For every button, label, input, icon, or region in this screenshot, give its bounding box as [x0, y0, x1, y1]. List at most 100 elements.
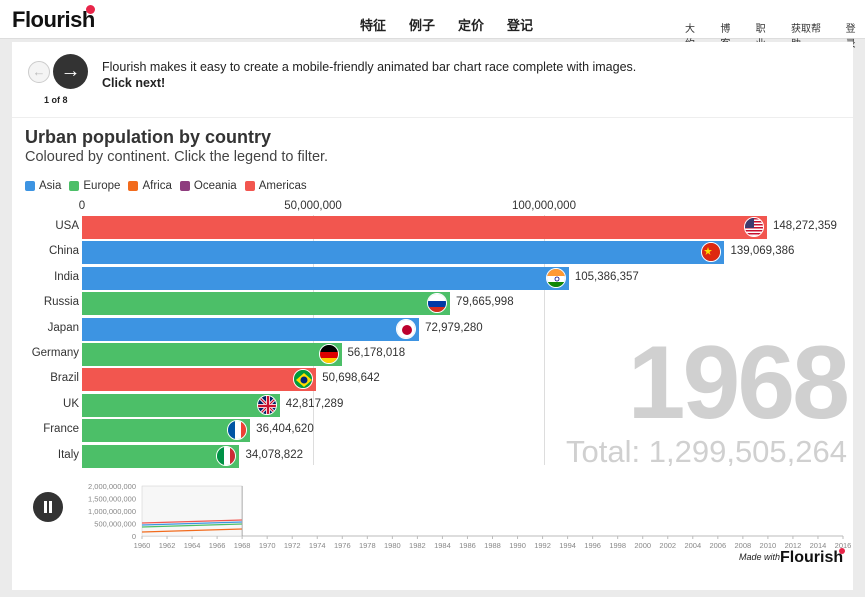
made-with-flourish-logo[interactable]: Flourish — [780, 549, 844, 566]
timeline-series-line — [141, 523, 243, 528]
legend-item-oceania[interactable]: Oceania — [179, 180, 237, 192]
bar-japan[interactable] — [82, 317, 420, 341]
timeline-x-tick-label: 2004 — [684, 541, 701, 550]
timeline-x-tick-label: 1978 — [359, 541, 376, 550]
timeline-x-tick-label: 1974 — [309, 541, 326, 550]
slide-counter: 1 of 8 — [44, 95, 68, 105]
bar-china[interactable] — [82, 241, 725, 265]
legend-label: Asia — [39, 180, 62, 192]
flag-brazil-icon — [293, 369, 314, 390]
bar-russia[interactable] — [82, 292, 451, 316]
story-navigation: ← → 1 of 8 Flourish makes it easy to cre… — [12, 42, 853, 118]
legend-item-asia[interactable]: Asia — [25, 180, 61, 192]
total-population: Total: 1,299,505,264 — [566, 434, 847, 469]
bar-label-china: China — [48, 245, 79, 258]
bar-india[interactable] — [82, 266, 569, 290]
timeline-x-tick-label: 2010 — [760, 541, 777, 550]
timeline-x-tick-label: 2008 — [735, 541, 752, 550]
legend-item-europe[interactable]: Europe — [69, 180, 120, 192]
legend-label: Americas — [258, 180, 307, 192]
bar-label-germany: Germany — [31, 347, 79, 359]
timeline-x-tick-label: 2006 — [709, 541, 726, 550]
bar-value-label: 79,665,998 — [456, 296, 514, 309]
timeline-x-tick-label: 2012 — [785, 541, 802, 550]
timeline-x-tick-label: 1996 — [584, 541, 601, 550]
next-slide-button[interactable]: → — [53, 54, 88, 89]
timeline-x-tick-label: 1982 — [409, 541, 426, 550]
bar-value-label: 36,404,620 — [256, 423, 314, 436]
timeline-x-tick-label: 1990 — [509, 541, 526, 550]
bar-label-japan: Japan — [47, 321, 79, 334]
pause-button[interactable] — [33, 492, 63, 522]
bar-usa[interactable] — [82, 216, 767, 239]
flourish-logo[interactable]: Flourish — [12, 7, 95, 32]
timeline-x-tick-label: 1970 — [259, 541, 276, 550]
timeline-y-tick-label: 2,000,000,000 — [88, 482, 136, 491]
logo-dot-icon — [86, 5, 95, 14]
timeline-x-tick-label: 1968 — [234, 541, 251, 550]
timeline-y-tick-label: 1,000,000,000 — [88, 507, 136, 516]
flag-italy-icon — [216, 445, 237, 466]
timeline-chart[interactable]: 2,000,000,000 1,500,000,000 1,000,000,000 5… — [70, 478, 853, 550]
bar-value-label: 34,078,822 — [245, 448, 303, 461]
bar-label-india: India — [54, 270, 79, 283]
timeline-y-tick-label: 500,000,000 — [94, 520, 136, 529]
flag-usa-icon — [744, 217, 764, 237]
flag-russia-icon — [427, 293, 448, 314]
timeline-series-line — [141, 521, 243, 526]
arrow-left-icon: ← — [32, 64, 46, 79]
timeline-x-tick-label: 2000 — [634, 541, 651, 550]
chart-title: Urban population by country — [25, 127, 271, 147]
legend-swatch — [25, 181, 35, 191]
timeline-y-tick-label: 0 — [132, 532, 136, 541]
bar-label-brazil: Brazil — [50, 372, 79, 385]
nav-pricing[interactable]: 定价 — [458, 18, 485, 33]
timeline-x-tick-label: 1984 — [434, 541, 451, 550]
main-nav: 特征 例子 定价 登记 — [360, 15, 533, 34]
bar-chart-race: 0 50,000,000 100,000,000 USA 148,272,359 Chin… — [12, 192, 853, 472]
legend-label: Africa — [142, 180, 172, 192]
timeline-x-tick-label: 1960 — [134, 541, 151, 550]
nav-examples[interactable]: 例子 — [409, 18, 436, 33]
bar-value-label: 139,069,386 — [730, 245, 795, 258]
gridline — [543, 215, 545, 465]
bar-value-label: 148,272,359 — [773, 220, 837, 232]
bar-germany[interactable] — [82, 343, 342, 366]
made-with-text: Made with — [739, 552, 781, 562]
legend-swatch — [179, 181, 190, 191]
timeline-x-tick-label: 1962 — [159, 541, 176, 550]
bar-value-label: 72,979,280 — [425, 321, 483, 334]
timeline-y-tick-label: 1,500,000,000 — [88, 495, 136, 504]
x-axis-tick-label: 100,000,000 — [512, 200, 576, 212]
bar-label-uk: UK — [63, 397, 79, 410]
nav-features[interactable]: 特征 — [360, 18, 387, 33]
chart-legend: Asia Europe Africa Oceania Americas — [25, 180, 307, 192]
timeline-x-tick-label: 1998 — [609, 541, 626, 550]
arrow-right-icon: → — [60, 60, 81, 82]
bar-france[interactable] — [82, 419, 251, 443]
legend-swatch — [244, 181, 255, 191]
bar-uk[interactable] — [82, 393, 280, 417]
bar-brazil[interactable] — [82, 368, 317, 392]
bar-value-label: 105,386,357 — [574, 270, 639, 283]
bar-label-france: France — [43, 423, 79, 436]
timeline-series-line — [141, 519, 243, 524]
previous-slide-button[interactable]: ← — [28, 61, 50, 83]
flag-uk-icon — [256, 394, 277, 415]
flag-japan-icon — [396, 318, 417, 339]
timeline-x-tick-label: 1994 — [559, 541, 576, 550]
legend-swatch — [128, 181, 139, 191]
bar-label-usa: USA — [55, 220, 79, 232]
timeline-x-tick-label: 1966 — [209, 541, 226, 550]
bar-label-russia: Russia — [43, 296, 79, 309]
legend-item-africa[interactable]: Africa — [128, 180, 172, 192]
timeline-x-tick-label: 2016 — [835, 541, 852, 550]
nav-signup[interactable]: 登记 — [507, 18, 534, 33]
legend-item-americas[interactable]: Americas — [244, 180, 307, 192]
flag-china-icon — [701, 242, 722, 263]
timeline-x-tick-label: 1988 — [484, 541, 501, 550]
timeline-x-tick-label: 2002 — [659, 541, 676, 550]
story-message: Flourish makes it easy to create a mobil… — [102, 60, 637, 74]
made-logo-dot-icon — [839, 548, 845, 554]
bar-italy[interactable] — [82, 444, 240, 468]
